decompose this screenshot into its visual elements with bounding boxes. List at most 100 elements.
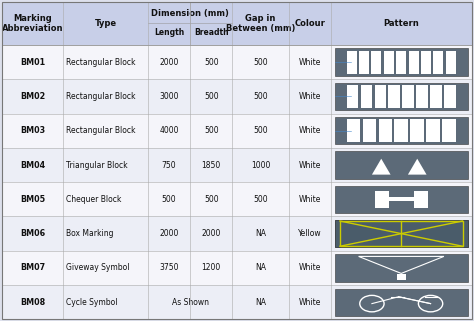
Text: Gap in
Between (mm): Gap in Between (mm): [226, 13, 295, 33]
Bar: [2, 45, 472, 319]
Text: Chequer Block: Chequer Block: [66, 195, 121, 204]
Text: BM05: BM05: [20, 195, 46, 204]
Text: BM04: BM04: [20, 160, 46, 169]
Text: 500: 500: [253, 126, 268, 135]
Bar: [2, 114, 472, 148]
Text: BM07: BM07: [20, 264, 46, 273]
Bar: [363, 119, 376, 142]
Text: 2000: 2000: [201, 229, 221, 238]
Text: As Shown: As Shown: [172, 298, 209, 307]
Text: 3750: 3750: [159, 264, 179, 273]
Text: NA: NA: [255, 264, 266, 273]
Bar: [374, 85, 386, 108]
Text: 2000: 2000: [159, 229, 179, 238]
Text: Cycle Symbol: Cycle Symbol: [66, 298, 118, 307]
Text: White: White: [299, 195, 321, 204]
Bar: [2, 285, 472, 319]
Text: 500: 500: [204, 126, 219, 135]
Bar: [2, 2, 472, 45]
Bar: [394, 119, 408, 142]
Text: NA: NA: [255, 229, 266, 238]
Bar: [335, 186, 468, 213]
Text: 500: 500: [204, 92, 219, 101]
Text: 2000: 2000: [159, 57, 179, 66]
Polygon shape: [408, 159, 427, 175]
Text: 4000: 4000: [159, 126, 179, 135]
Bar: [2, 45, 472, 79]
Text: White: White: [299, 264, 321, 273]
Text: Rectangular Block: Rectangular Block: [66, 126, 136, 135]
Bar: [2, 216, 472, 251]
Text: Pattern: Pattern: [383, 19, 419, 28]
Text: 500: 500: [204, 195, 219, 204]
Bar: [340, 221, 463, 246]
Bar: [346, 119, 360, 142]
Text: 1200: 1200: [201, 264, 221, 273]
Text: BM08: BM08: [20, 298, 46, 307]
Text: BM01: BM01: [20, 57, 46, 66]
Text: NA: NA: [255, 298, 266, 307]
Bar: [335, 48, 468, 76]
Text: Dimension (mm): Dimension (mm): [151, 9, 229, 18]
Text: 3000: 3000: [159, 92, 179, 101]
Text: Colour: Colour: [294, 19, 325, 28]
Bar: [446, 51, 456, 74]
Bar: [374, 197, 428, 201]
Bar: [335, 83, 468, 110]
Bar: [335, 289, 468, 316]
Bar: [416, 85, 428, 108]
Bar: [427, 119, 440, 142]
Bar: [433, 51, 444, 74]
Text: 1000: 1000: [251, 160, 270, 169]
Bar: [410, 119, 424, 142]
Bar: [359, 51, 369, 74]
Text: White: White: [299, 57, 321, 66]
Bar: [335, 117, 468, 144]
Bar: [442, 119, 456, 142]
Bar: [335, 151, 468, 179]
Bar: [384, 51, 394, 74]
Text: Triangular Block: Triangular Block: [66, 160, 128, 169]
Text: Rectangular Block: Rectangular Block: [66, 57, 136, 66]
Text: White: White: [299, 92, 321, 101]
Bar: [389, 85, 400, 108]
Bar: [2, 148, 472, 182]
Bar: [2, 182, 472, 216]
Bar: [335, 254, 468, 282]
Bar: [335, 220, 468, 247]
Text: Length: Length: [154, 28, 184, 37]
Bar: [413, 191, 428, 208]
Bar: [346, 85, 358, 108]
Text: Rectangular Block: Rectangular Block: [66, 92, 136, 101]
Bar: [335, 220, 468, 247]
Text: 750: 750: [162, 160, 176, 169]
Text: 500: 500: [253, 92, 268, 101]
Text: 500: 500: [253, 57, 268, 66]
Text: Marking
Abbreviation: Marking Abbreviation: [2, 13, 64, 33]
Text: 500: 500: [204, 57, 219, 66]
Bar: [374, 191, 389, 208]
Bar: [430, 85, 442, 108]
Bar: [409, 51, 419, 74]
Bar: [397, 274, 406, 280]
Bar: [396, 51, 406, 74]
Text: 1850: 1850: [201, 160, 221, 169]
Bar: [2, 79, 472, 114]
Text: BM06: BM06: [20, 229, 46, 238]
Bar: [346, 51, 356, 74]
Bar: [379, 119, 392, 142]
Text: 500: 500: [162, 195, 176, 204]
Text: Type: Type: [94, 19, 117, 28]
Text: White: White: [299, 160, 321, 169]
Text: BM03: BM03: [20, 126, 46, 135]
Text: White: White: [299, 126, 321, 135]
Polygon shape: [372, 159, 391, 175]
Bar: [2, 251, 472, 285]
Bar: [372, 51, 382, 74]
Text: Giveway Symbol: Giveway Symbol: [66, 264, 130, 273]
Text: White: White: [299, 298, 321, 307]
Text: Breadth: Breadth: [194, 28, 228, 37]
Text: 500: 500: [253, 195, 268, 204]
Bar: [421, 51, 431, 74]
Bar: [444, 85, 456, 108]
